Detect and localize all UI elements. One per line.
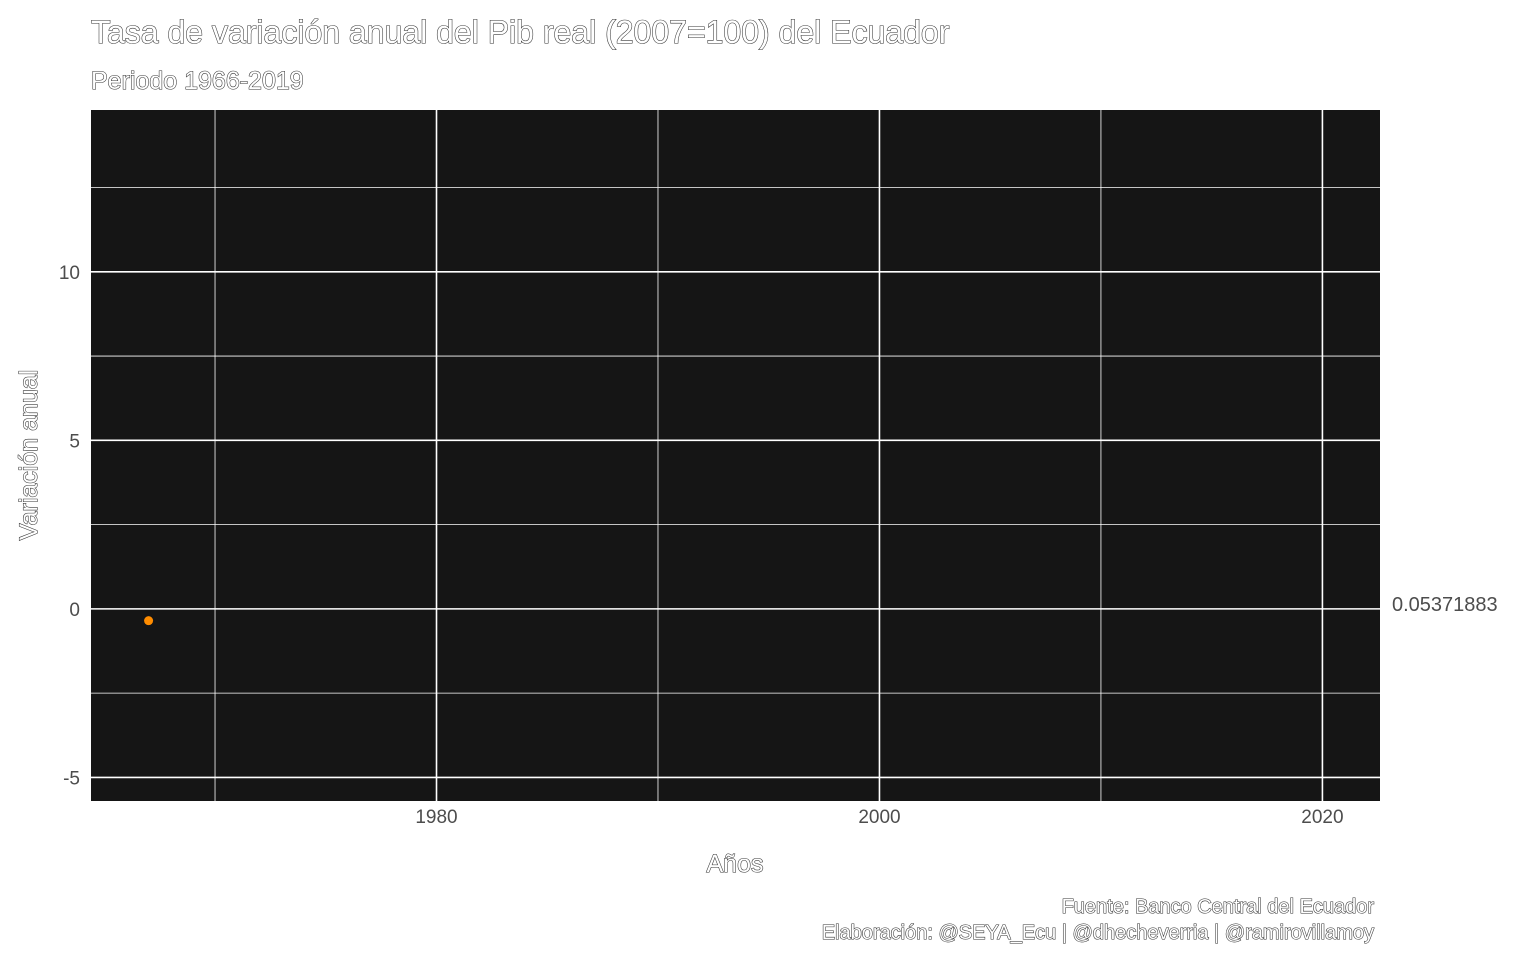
y-tick-label: 0 [69, 600, 80, 621]
x-axis-ticks: 1980 2000 2020 [415, 807, 1343, 828]
x-tick-label: 2020 [1301, 807, 1343, 828]
data-point [144, 616, 154, 626]
y-tick-label: 5 [69, 431, 80, 452]
y-tick-label: -5 [63, 768, 80, 789]
y-tick-label: 10 [59, 263, 80, 284]
grid-minor [91, 110, 1380, 801]
caption-credits: Elaboración: @SEYA_Ecu | @dhecheverria |… [822, 922, 1374, 944]
plot-panel [91, 110, 1380, 801]
caption-source: Fuente: Banco Central del Ecuador [1062, 896, 1375, 918]
y-axis-label: Variación anual [15, 370, 43, 540]
y-axis-ticks: -5 0 5 10 [59, 263, 80, 790]
chart-title: Tasa de variación anual del Pib real (20… [91, 14, 950, 50]
x-tick-label: 2000 [858, 807, 900, 828]
chart-subtitle: Periodo 1966-2019 [91, 67, 304, 95]
data-points [144, 616, 154, 626]
x-axis-label: Años [707, 850, 764, 878]
grid-major [91, 110, 1380, 801]
value-label: 0.05371883 [1392, 594, 1498, 616]
x-tick-label: 1980 [415, 807, 457, 828]
